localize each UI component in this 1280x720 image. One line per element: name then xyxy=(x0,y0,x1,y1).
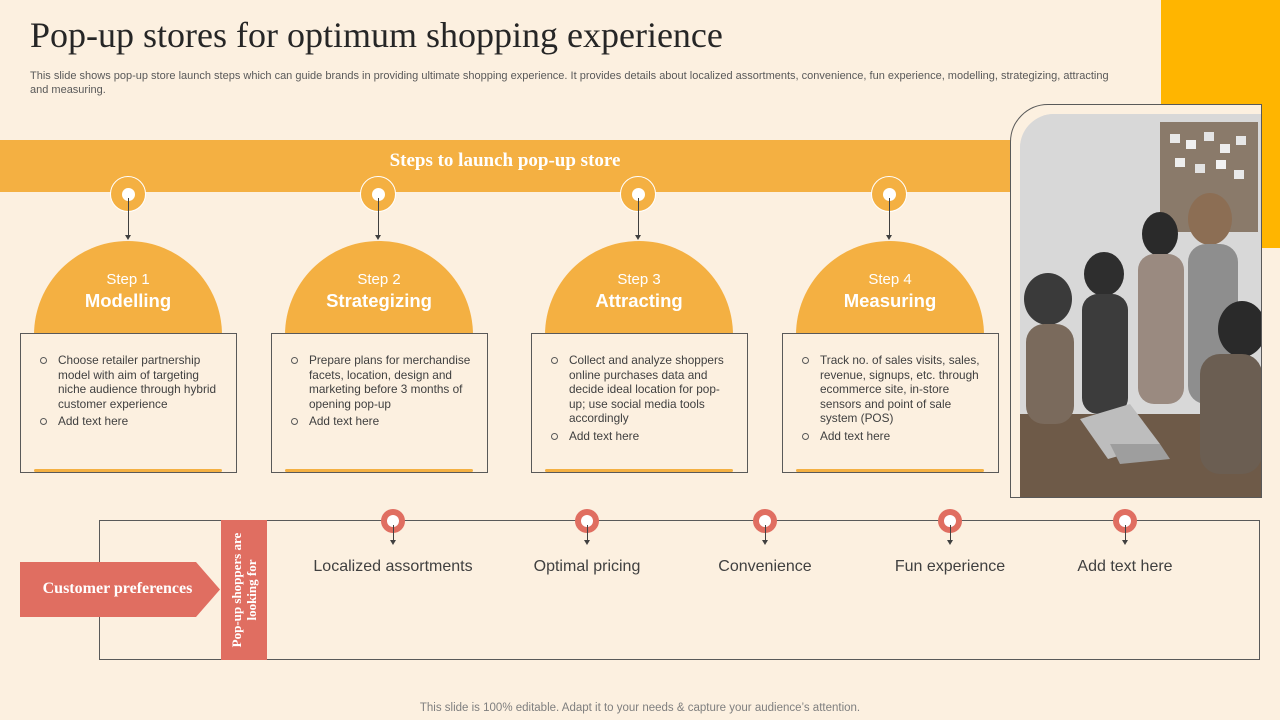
step-3-bullet: Add text here xyxy=(551,429,733,444)
step-3-name: Attracting xyxy=(595,290,683,311)
shoppers-looking-for-tab xyxy=(221,520,267,660)
customer-preferences-arrow xyxy=(20,562,220,617)
page-title: Pop-up stores for optimum shopping exper… xyxy=(30,15,723,55)
team-photo-illustration xyxy=(1020,114,1261,497)
step-4-header: Step 4 Measuring xyxy=(796,241,984,335)
step-4-bullet: Add text here xyxy=(802,429,984,444)
step-1-underline xyxy=(34,469,222,472)
steps-banner xyxy=(0,140,1012,192)
step-4-number: Step 4 xyxy=(868,271,912,288)
page-subtitle: This slide shows pop-up store launch ste… xyxy=(30,70,1109,96)
step-2-bullet: Prepare plans for merchandise facets, lo… xyxy=(291,353,473,411)
step-2-header: Step 2 Strategizing xyxy=(285,241,473,335)
step-4-marker-icon xyxy=(871,176,907,212)
customer-preferences-panel xyxy=(99,520,1260,660)
step-1-bullet: Add text here xyxy=(40,414,222,429)
step-2-name: Strategizing xyxy=(326,290,432,311)
step-1-bullet: Choose retailer partnership model with a… xyxy=(40,353,222,411)
step-1-connector-arrow xyxy=(125,198,131,240)
preference-5-label: Add text here xyxy=(1077,558,1173,575)
step-4-connector-arrow xyxy=(886,198,892,240)
preference-4-connector-arrow xyxy=(947,525,953,545)
team-photo xyxy=(1020,114,1261,497)
customer-preferences-label: Customer preferences xyxy=(42,580,193,597)
step-1-number: Step 1 xyxy=(106,271,150,288)
step-4-underline xyxy=(796,469,984,472)
preference-3-connector-arrow xyxy=(762,525,768,545)
footer-note: This slide is 100% editable. Adapt it to… xyxy=(419,702,861,714)
step-4-card: Track no. of sales visits, sales, revenu… xyxy=(782,333,999,473)
step-2-number: Step 2 xyxy=(357,271,401,288)
preference-5-connector-arrow xyxy=(1122,525,1128,545)
step-1-name: Modelling xyxy=(84,290,172,311)
step-2-underline xyxy=(285,469,473,472)
preference-1-connector-arrow xyxy=(390,525,396,545)
preference-1-marker-icon xyxy=(381,509,405,533)
preference-3-label: Convenience xyxy=(718,558,812,575)
preference-5-marker-icon xyxy=(1113,509,1137,533)
step-2-connector-arrow xyxy=(375,198,381,240)
preference-2-label: Optimal pricing xyxy=(533,558,641,575)
photo-frame xyxy=(1010,104,1262,498)
preference-1-label: Localized assortments xyxy=(313,558,473,575)
step-2-card: Prepare plans for merchandise facets, lo… xyxy=(271,333,488,473)
step-3-card: Collect and analyze shoppers online purc… xyxy=(531,333,748,473)
preference-2-connector-arrow xyxy=(584,525,590,545)
step-4-bullet: Track no. of sales visits, sales, revenu… xyxy=(802,353,984,426)
step-2-marker-icon xyxy=(360,176,396,212)
step-3-bullet: Collect and analyze shoppers online purc… xyxy=(551,353,733,426)
step-3-header: Step 3 Attracting xyxy=(545,241,733,335)
step-1-header: Step 1 Modelling xyxy=(34,241,222,335)
step-2-bullet: Add text here xyxy=(291,414,473,429)
step-3-connector-arrow xyxy=(635,198,641,240)
step-3-underline xyxy=(545,469,733,472)
step-3-number: Step 3 xyxy=(617,271,661,288)
preference-4-label: Fun experience xyxy=(894,558,1006,575)
steps-banner-title: Steps to launch pop-up store xyxy=(389,150,621,171)
step-1-card: Choose retailer partnership model with a… xyxy=(20,333,237,473)
shoppers-looking-for-label: Pop-up shoppers are looking for xyxy=(229,532,259,648)
step-4-name: Measuring xyxy=(843,290,937,311)
